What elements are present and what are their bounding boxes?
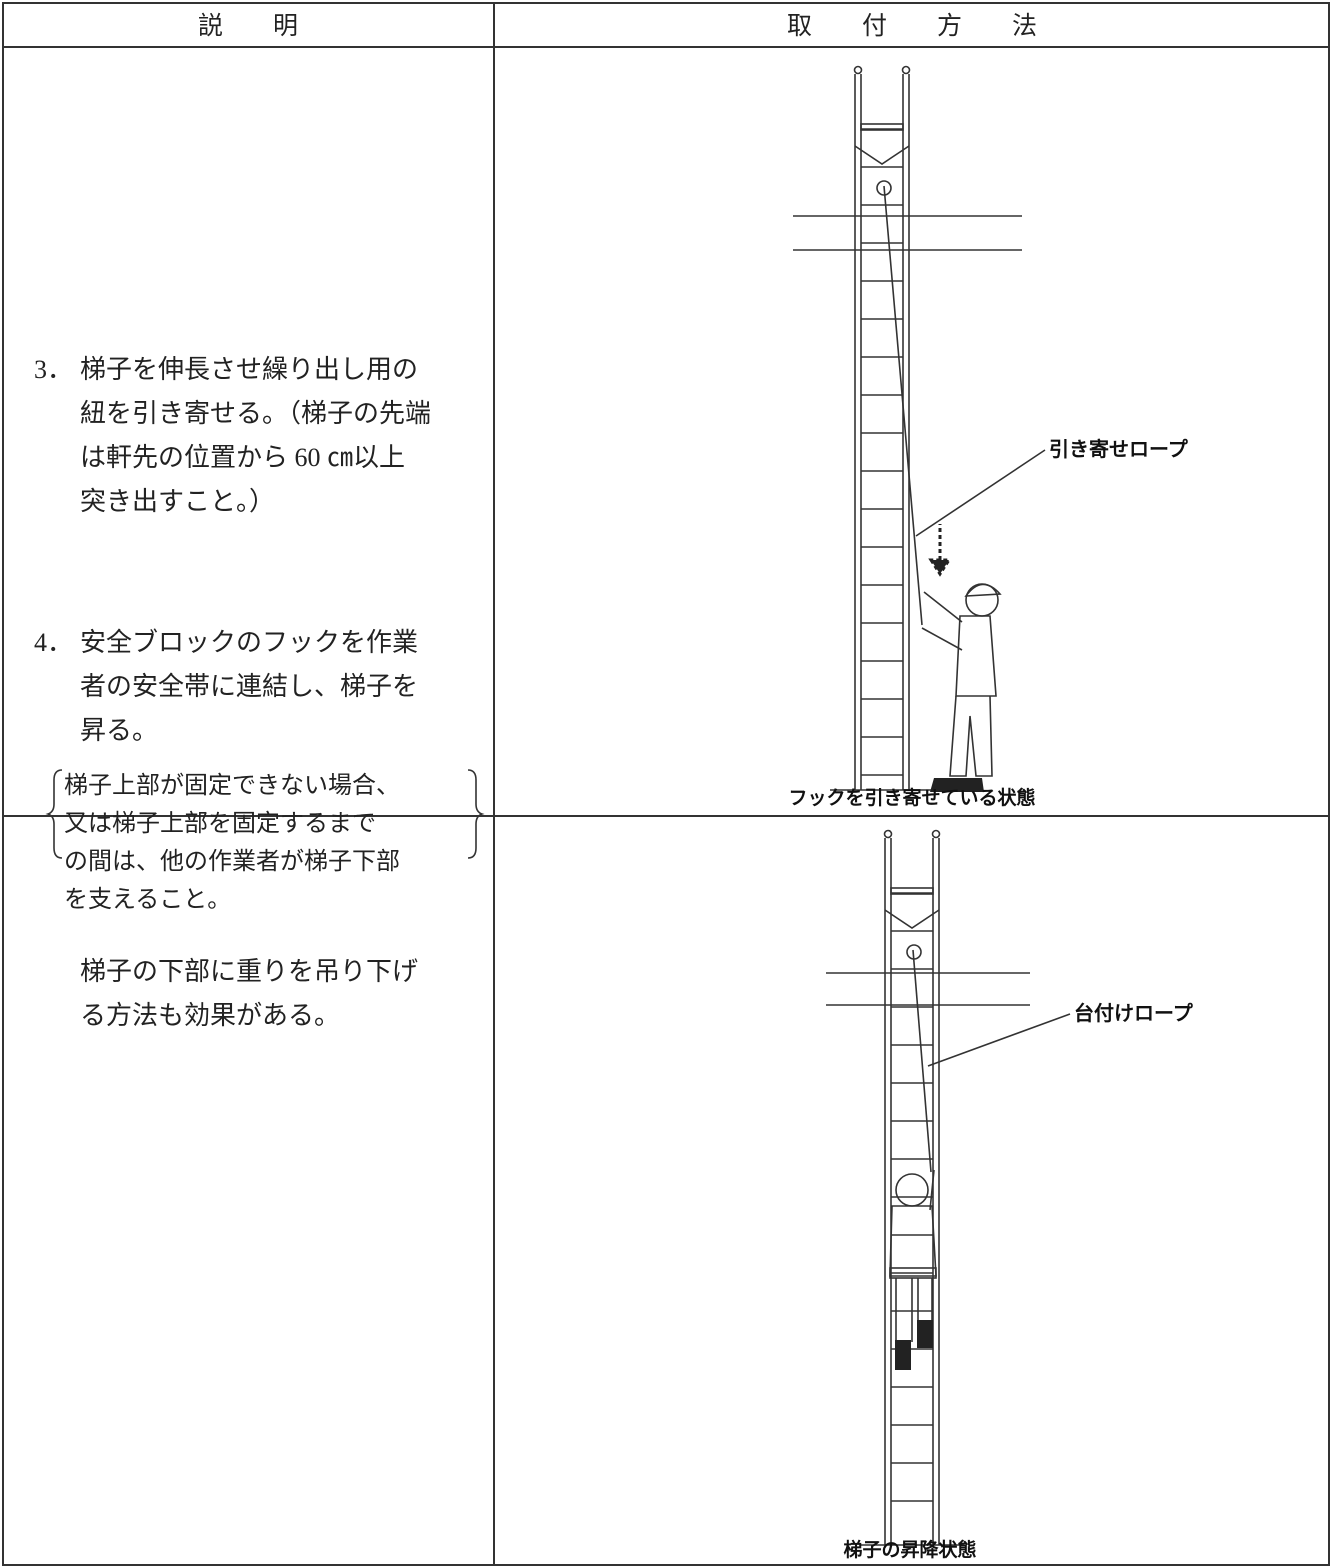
worker (921, 524, 1002, 792)
item-number: 3． (34, 355, 73, 384)
rail-cap (853, 65, 863, 75)
worker (889, 1169, 937, 1370)
worker-legs (895, 1278, 933, 1342)
top-bar (890, 887, 934, 895)
worker-arm (929, 1169, 935, 1211)
item-text: は軒先の位置から 60 ㎝以上 (80, 443, 405, 472)
boots (895, 1320, 933, 1370)
ladder (826, 829, 1030, 1546)
worker-body (955, 615, 997, 697)
ladder (793, 65, 1022, 791)
rope (883, 185, 923, 626)
note-text: を支えること。 (64, 886, 231, 913)
worker-legs (949, 695, 993, 777)
bracket-right (467, 769, 485, 859)
note-text: 又は梯子上部を固定するまで (64, 810, 376, 837)
figure-label: 台付けロープ (1074, 1001, 1194, 1025)
top-bar (860, 123, 904, 131)
boots (930, 778, 984, 792)
leader-line (915, 449, 1046, 537)
note-text: の間は、他の作業者が梯子下部 (64, 848, 400, 875)
extra-text: 梯子の下部に重りを吊り下げ (80, 957, 418, 986)
worker-helmet (964, 583, 1002, 597)
worker-body (889, 1205, 937, 1277)
pulley (884, 909, 940, 929)
note-text: 梯子上部が固定できない場合、 (64, 772, 400, 799)
figure-caption: フックを引き寄せている状態 (788, 786, 1035, 809)
leader-line (927, 1013, 1071, 1067)
rail-cap (931, 829, 941, 839)
rail-cap (901, 65, 911, 75)
item-text: 梯子を伸長させ繰り出し用の (80, 355, 418, 384)
figure-caption: 梯子の昇降状態 (843, 1538, 976, 1561)
item-text: 突き出すこと。） (80, 487, 275, 516)
illustrations (793, 65, 1071, 1546)
rail-cap (883, 829, 893, 839)
worker-arm (921, 591, 963, 651)
belt (889, 1267, 937, 1279)
item-text: 昇る。 (80, 716, 158, 745)
item-number: 4． (34, 628, 73, 657)
worker-head (895, 1173, 929, 1207)
figure-label: 引き寄せロープ (1049, 437, 1189, 461)
rope (912, 949, 932, 1173)
item-text: 安全ブロックのフックを作業 (80, 628, 418, 657)
header-cell: 説 明 (198, 12, 298, 40)
header-cell: 取 付 方 法 (787, 12, 1037, 40)
pulley (854, 145, 910, 165)
item-text: 紐を引き寄せる。（梯子の先端 (80, 399, 431, 428)
item-text: 者の安全帯に連結し、梯子を (80, 672, 418, 701)
extra-text: る方法も効果がある。 (80, 1001, 340, 1030)
bracket-left (45, 769, 63, 859)
arrow (928, 524, 952, 577)
